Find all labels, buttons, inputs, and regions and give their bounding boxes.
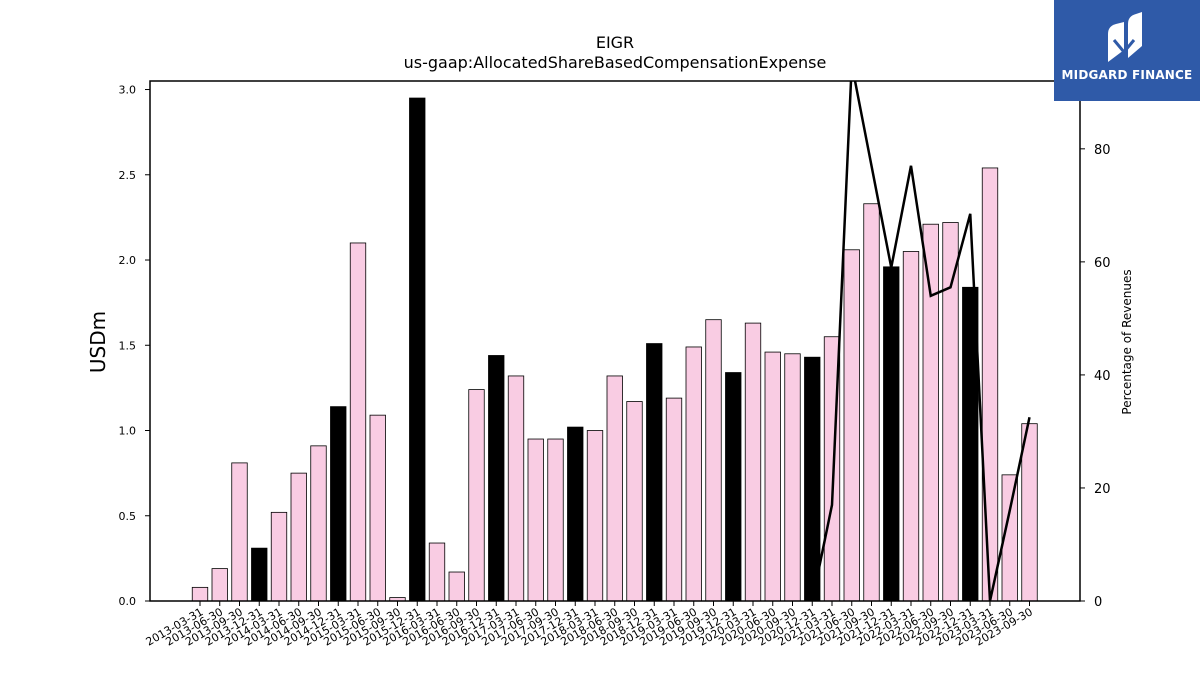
bar-2023-09-30: [1021, 423, 1038, 602]
y-tick-label-2.0: 2.0: [119, 254, 137, 267]
brand-name: MIDGARD FINANCE: [1061, 68, 1193, 82]
axes-group: 0.00.51.01.52.02.53.00204060802013-03-31…: [119, 80, 1111, 649]
y2-tick-label-20: 20: [1094, 482, 1111, 497]
bar-2019-06-30: [685, 346, 702, 602]
bar-2020-12-31: [804, 356, 821, 602]
bar-2016-12-31: [488, 355, 505, 602]
bar-2015-06-30: [369, 414, 386, 602]
bar-2020-09-30: [784, 353, 801, 602]
bar-2018-12-31: [646, 343, 663, 602]
midgard-m-logo-icon: [1108, 12, 1142, 62]
y2-tick-label-60: 60: [1094, 256, 1111, 271]
y-tick-label-3.0: 3.0: [119, 84, 137, 97]
bar-2014-03-31: [270, 511, 288, 602]
bar-2019-09-30: [705, 319, 722, 602]
y-axis-label: USDm: [86, 311, 110, 373]
bar-2017-12-31: [567, 426, 584, 602]
bar-2022-03-31: [902, 251, 920, 602]
bar-2014-09-30: [310, 445, 327, 602]
pct-revenue-line-group: [811, 81, 1031, 601]
bar-2016-09-30: [468, 389, 485, 602]
bar-2022-06-30: [922, 223, 939, 602]
y2-tick-label-80: 80: [1094, 143, 1111, 158]
chart-subtitle: us-gaap:AllocatedShareBasedCompensationE…: [404, 53, 827, 72]
bar-2016-03-31: [428, 542, 446, 602]
bar-2015-03-31: [349, 242, 367, 602]
bar-2021-09-30: [863, 203, 880, 602]
y-tick-label-0.5: 0.5: [119, 510, 137, 523]
bar-2013-03-31: [191, 586, 209, 602]
bar-2018-09-30: [626, 401, 643, 602]
pct-revenue-line: [811, 81, 1031, 601]
y2-tick-label-0: 0: [1094, 595, 1102, 610]
bar-2013-09-30: [231, 462, 248, 602]
bar-2014-12-31: [330, 406, 347, 602]
bar-2017-09-30: [547, 438, 564, 602]
y2-tick-label-40: 40: [1094, 369, 1111, 384]
chart-title: EIGR: [596, 33, 634, 52]
bar-2015-12-31: [409, 97, 426, 602]
bar-2019-03-31: [665, 397, 683, 602]
bar-2020-03-31: [744, 322, 762, 602]
bar-2013-06-30: [211, 568, 228, 602]
bar-2014-06-30: [290, 472, 307, 602]
bar-2016-06-30: [448, 571, 465, 602]
bar-2022-09-30: [942, 222, 959, 602]
y-tick-label-1.0: 1.0: [119, 425, 137, 438]
bar-2013-12-31: [251, 547, 268, 602]
bar-2018-06-30: [606, 375, 623, 602]
bar-2017-03-31: [507, 375, 525, 602]
bar-2021-06-30: [843, 249, 860, 602]
y-tick-label-2.5: 2.5: [119, 169, 137, 182]
bar-2019-12-31: [725, 372, 742, 602]
bar-2020-06-30: [764, 351, 781, 602]
bar-2018-03-31: [586, 430, 604, 602]
bar-2017-06-30: [527, 438, 544, 602]
y-tick-label-1.5: 1.5: [119, 339, 137, 352]
bar-2021-12-31: [883, 266, 900, 602]
brand-logo: MIDGARD FINANCE: [1054, 0, 1200, 101]
y2-axis-label: Percentage of Revenues: [1120, 269, 1134, 414]
bars-group: [191, 97, 1038, 602]
bar-2023-03-31: [981, 167, 999, 602]
y-tick-label-0.0: 0.0: [119, 595, 137, 608]
